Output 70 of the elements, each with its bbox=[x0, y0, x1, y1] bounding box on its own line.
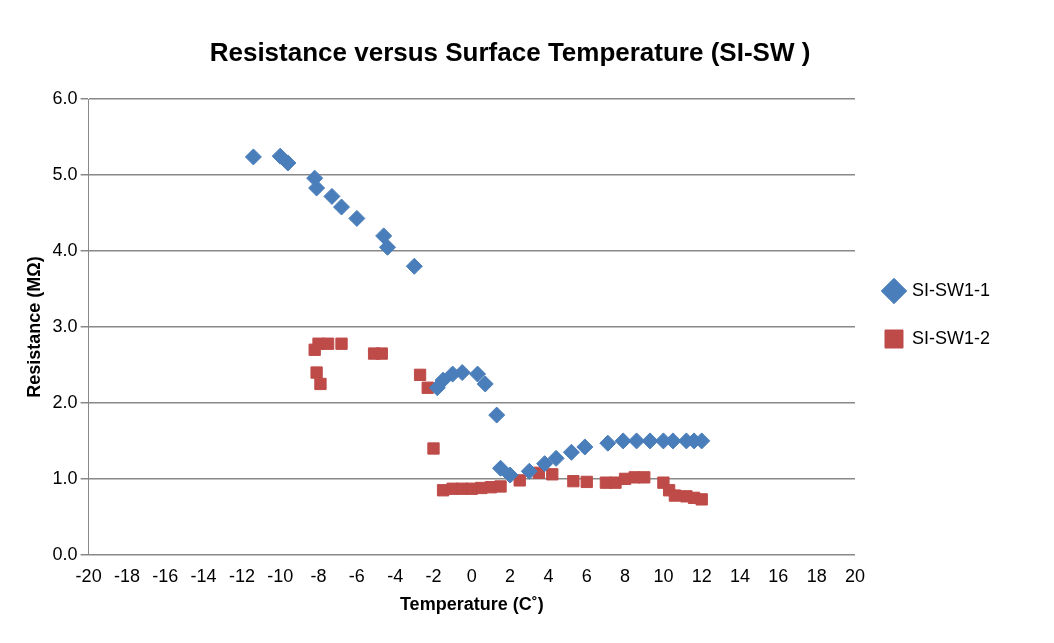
y-tick-label: 0.0 bbox=[52, 543, 78, 564]
x-tick-label: 14 bbox=[730, 565, 751, 586]
y-tick-label: 2.0 bbox=[52, 391, 78, 412]
point bbox=[469, 365, 487, 383]
point bbox=[375, 227, 393, 245]
point bbox=[695, 493, 708, 506]
x-tick-label: -20 bbox=[75, 565, 102, 586]
point bbox=[488, 406, 506, 424]
point bbox=[567, 474, 580, 488]
x-tick-label: -14 bbox=[190, 565, 217, 586]
x-tick-label: 20 bbox=[844, 565, 865, 586]
chart-title: Resistance versus Surface Temperature (SI-SW ) bbox=[209, 36, 811, 67]
point bbox=[244, 148, 262, 166]
legend-label: SI-SW1-2 bbox=[911, 327, 990, 348]
x-tick-label: 8 bbox=[620, 565, 631, 586]
legend-label: SI-SW1-1 bbox=[911, 279, 990, 300]
point bbox=[536, 455, 554, 473]
x-tick-label: -2 bbox=[425, 565, 442, 586]
point bbox=[427, 442, 440, 455]
point bbox=[335, 337, 348, 350]
x-tick-label: 10 bbox=[653, 565, 674, 586]
x-tick-label: 4 bbox=[543, 565, 554, 586]
point bbox=[323, 187, 341, 205]
point bbox=[668, 489, 682, 502]
point bbox=[310, 366, 323, 379]
y-tick-label: 5.0 bbox=[52, 164, 78, 185]
point bbox=[638, 471, 651, 484]
x-tick-label: -4 bbox=[387, 565, 404, 586]
point bbox=[434, 371, 452, 389]
x-tick-label: 2 bbox=[505, 565, 516, 586]
point bbox=[279, 154, 297, 172]
point bbox=[576, 438, 594, 456]
point bbox=[321, 337, 335, 350]
point bbox=[599, 434, 617, 452]
y-tick-label: 3.0 bbox=[52, 315, 78, 336]
point bbox=[405, 257, 423, 275]
point bbox=[547, 449, 565, 467]
x-tick-label: 18 bbox=[806, 565, 827, 586]
x-tick-label: -18 bbox=[113, 565, 140, 586]
x-tick-label: 6 bbox=[581, 565, 592, 586]
point bbox=[333, 198, 351, 216]
y-tick-label: 1.0 bbox=[52, 467, 78, 488]
point bbox=[492, 459, 510, 477]
point bbox=[379, 238, 397, 256]
point bbox=[641, 432, 659, 450]
x-tick-label: -8 bbox=[310, 565, 327, 586]
y-tick-label: 6.0 bbox=[52, 88, 78, 109]
x-tick-label: -16 bbox=[152, 565, 179, 586]
point bbox=[494, 480, 507, 493]
point bbox=[314, 377, 327, 391]
point bbox=[375, 347, 388, 360]
point bbox=[501, 466, 519, 484]
point bbox=[413, 368, 427, 381]
y-axis-title: Resistance (MΩ) bbox=[23, 256, 44, 398]
point bbox=[546, 468, 559, 481]
point bbox=[614, 432, 632, 450]
x-tick-label: 0 bbox=[466, 565, 477, 586]
point bbox=[580, 475, 593, 489]
x-tick-label: 12 bbox=[691, 565, 712, 586]
x-tick-label: 16 bbox=[768, 565, 789, 586]
point bbox=[476, 375, 494, 393]
x-tick-label: -12 bbox=[228, 565, 255, 586]
point bbox=[520, 462, 538, 480]
x-tick-label: -10 bbox=[267, 565, 294, 586]
x-tick-label: -6 bbox=[348, 565, 365, 586]
point bbox=[348, 209, 366, 227]
point bbox=[628, 432, 646, 450]
x-axis-title: Temperature (C˚) bbox=[399, 594, 544, 615]
point bbox=[562, 443, 580, 461]
y-tick-label: 4.0 bbox=[52, 240, 78, 261]
